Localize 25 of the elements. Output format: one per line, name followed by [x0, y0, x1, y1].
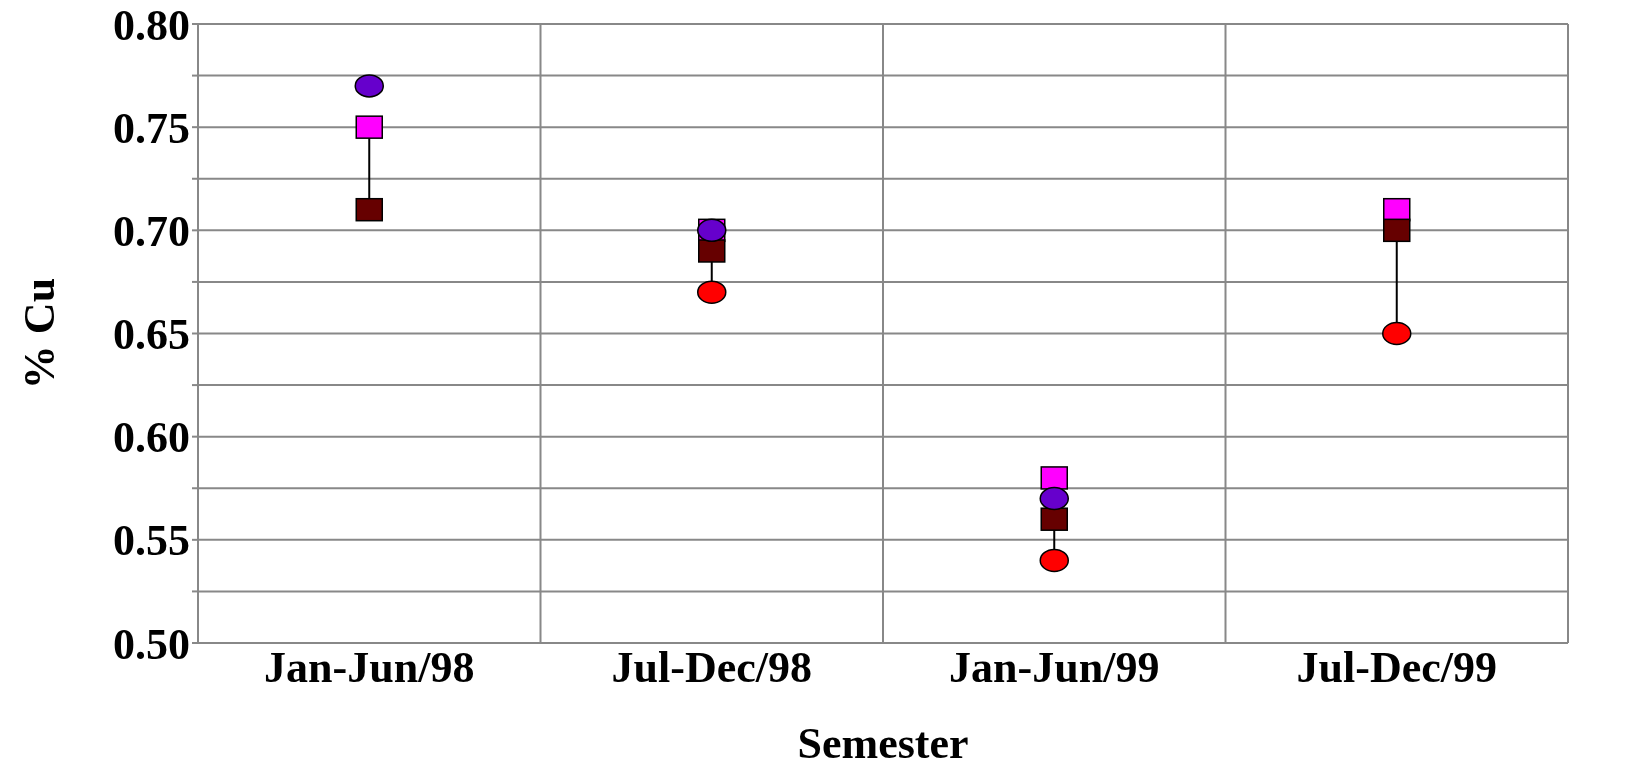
y-tick-label: 0.65	[113, 310, 190, 360]
y-tick-label: 0.55	[113, 516, 190, 566]
point	[355, 115, 383, 139]
point	[1039, 486, 1069, 511]
y-tick-label: 0.75	[113, 103, 190, 153]
y-tick-label: 0.60	[113, 413, 190, 463]
x-tick-label: Jul-Dec/98	[611, 643, 812, 693]
point	[354, 74, 384, 98]
point	[1383, 197, 1411, 222]
point	[1382, 321, 1412, 346]
y-tick-label: 0.80	[113, 0, 190, 50]
point	[697, 280, 727, 304]
y-tick-label: 0.70	[113, 206, 190, 256]
x-tick-label: Jan-Jun/98	[264, 643, 475, 693]
x-tick-label: Jul-Dec/99	[1296, 643, 1497, 693]
point	[698, 239, 726, 263]
y-axis-title: % Cu	[14, 277, 64, 390]
point	[1383, 218, 1411, 243]
point	[1039, 548, 1069, 573]
x-tick-label: Jan-Jun/99	[949, 643, 1160, 693]
point	[355, 197, 383, 222]
x-axis-title: Semester	[797, 719, 969, 768]
point	[1040, 507, 1068, 531]
point	[1040, 466, 1068, 490]
y-tick-label: 0.50	[113, 619, 190, 669]
